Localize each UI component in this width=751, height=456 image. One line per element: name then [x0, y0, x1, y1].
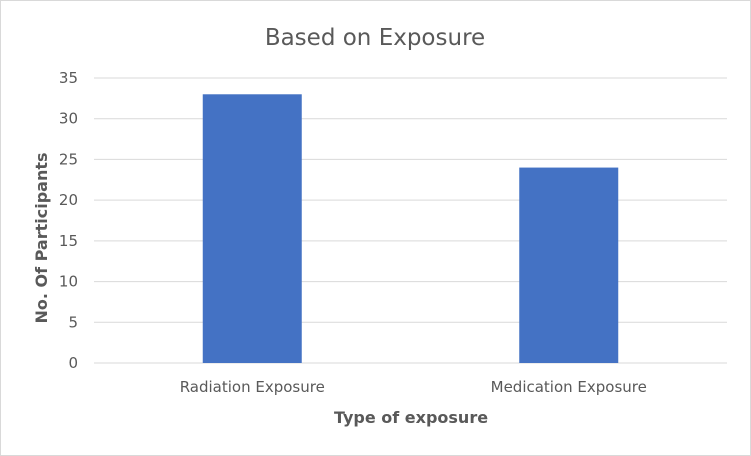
x-axis-ticks: Radiation Exposure Medication Exposure: [180, 378, 647, 396]
bar-radiation-exposure: [202, 94, 302, 364]
y-axis-ticks: 0 5 10 15 20 25 30 35: [59, 69, 78, 372]
bar-medication-exposure: [519, 167, 619, 363]
y-tick-label: 5: [68, 313, 78, 331]
gridlines: [94, 77, 727, 364]
y-tick-label: 15: [59, 232, 78, 250]
chart-title: Based on Exposure: [265, 25, 485, 51]
y-tick-label: 0: [68, 354, 78, 372]
y-axis-title: No. Of Participants: [32, 152, 51, 323]
y-tick-label: 35: [59, 69, 78, 87]
y-tick-label: 30: [59, 110, 78, 128]
y-tick-label: 10: [59, 273, 78, 291]
x-axis-title: Type of exposure: [334, 408, 488, 427]
x-tick-label: Medication Exposure: [491, 378, 647, 396]
bars: [202, 94, 619, 364]
y-tick-label: 20: [59, 191, 78, 209]
y-tick-label: 25: [59, 150, 78, 168]
x-tick-label: Radiation Exposure: [180, 378, 325, 396]
